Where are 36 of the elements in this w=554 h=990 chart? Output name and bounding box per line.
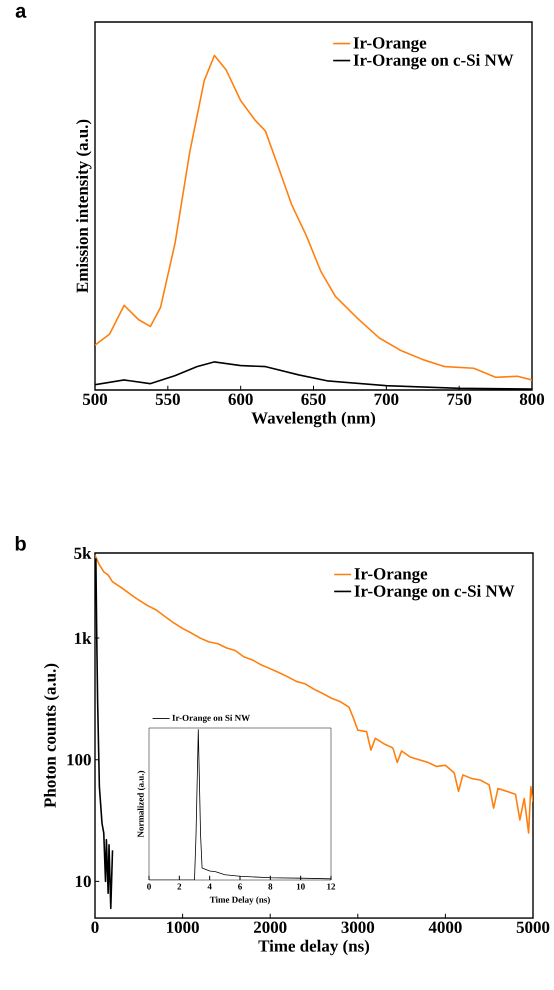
x-axis-title: Time delay (ns): [258, 940, 370, 956]
legend-label: Ir-Orange on c-Si NW: [354, 584, 514, 600]
y-tick-label: 1k: [74, 632, 92, 644]
legend-label: Ir-Orange on Si NW: [172, 714, 250, 723]
legend-label: Ir-Orange on c-Si NW: [354, 54, 514, 70]
y-tick-label: 100: [67, 754, 91, 766]
x-tick-label: 600: [228, 394, 253, 405]
x-axis-title: Wavelength (nm): [251, 412, 376, 428]
x-tick-label: 500: [82, 394, 108, 405]
legend-label: Ir-Orange: [354, 568, 428, 584]
x-tick-label: 10: [296, 884, 305, 890]
x-tick-label: 2: [177, 884, 182, 890]
x-tick-label: 650: [301, 394, 326, 405]
y-tick-label: 5k: [74, 547, 92, 559]
x-tick-label: 12: [327, 884, 336, 890]
x-tick-label: 0: [147, 884, 151, 890]
x-tick-label: 3000: [342, 922, 374, 933]
y-axis-title: Photon counts (a.u.): [44, 664, 60, 808]
x-tick-label: 750: [447, 394, 472, 405]
legend-label: Ir-Orange: [354, 37, 426, 52]
x-tick-label: 700: [374, 394, 398, 405]
x-tick-label: 5000: [516, 922, 550, 933]
x-axis-title: Time Delay (ns): [210, 896, 270, 905]
x-tick-label: 800: [520, 394, 544, 405]
chart-title: b: [16, 536, 26, 551]
x-tick-label: 4000: [428, 922, 462, 933]
x-tick-label: 1000: [167, 922, 199, 933]
y-axis-title: Emission intensity (a.u.): [76, 120, 92, 293]
x-tick-label: 550: [156, 394, 180, 405]
x-tick-label: 2000: [254, 922, 286, 933]
x-tick-label: 6: [238, 884, 242, 890]
x-tick-label: 8: [268, 884, 272, 890]
chart-title: a: [16, 6, 26, 18]
y-axis-title: Normalized (a.u.): [137, 770, 146, 838]
x-tick-label: 0: [91, 922, 99, 933]
x-tick-label: 4: [208, 884, 212, 890]
